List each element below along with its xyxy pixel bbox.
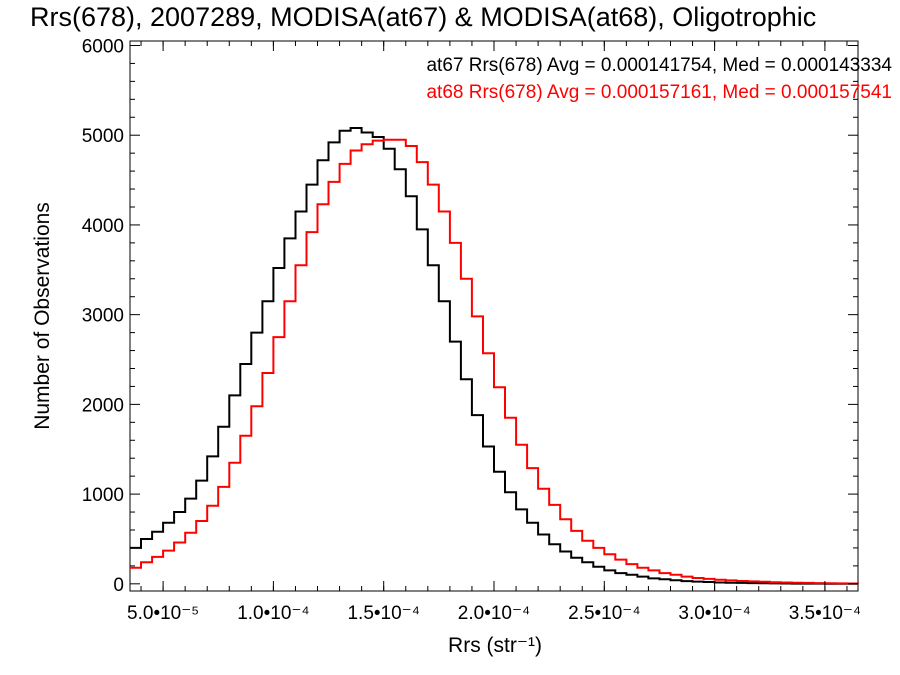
x-tick-label: 3.5•10⁻⁴ <box>789 603 861 624</box>
x-axis-label: Rrs (str⁻¹) <box>448 634 542 657</box>
y-tick-label: 2000 <box>82 395 124 416</box>
legend: at67 Rrs(678) Avg = 0.000141754, Med = 0… <box>426 55 892 103</box>
x-tick-label: 3.0•10⁻⁴ <box>678 603 750 624</box>
series-layer <box>130 127 859 585</box>
series-line-at68 <box>130 138 859 585</box>
legend-entry-at67: at67 Rrs(678) Avg = 0.000141754, Med = 0… <box>426 55 892 76</box>
y-tick-label: 1000 <box>82 485 124 506</box>
y-tick-label: 4000 <box>82 216 124 237</box>
x-tick-label: 2.0•10⁻⁴ <box>458 603 530 624</box>
y-tick-label: 6000 <box>82 36 124 57</box>
y-axis-label: Number of Observations <box>31 202 54 430</box>
series-line-at67 <box>130 127 858 585</box>
plot-area <box>129 40 859 592</box>
x-tick-label: 1.5•10⁻⁴ <box>347 603 419 624</box>
legend-entry-at68: at68 Rrs(678) Avg = 0.000157161, Med = 0… <box>426 82 892 103</box>
x-tick-label: 1.0•10⁻⁴ <box>237 603 309 624</box>
x-tick-label: 5.0•10⁻⁵ <box>127 603 199 624</box>
chart-title: Rrs(678), 2007289, MODISA(at67) & MODISA… <box>30 2 816 32</box>
y-tick-label: 5000 <box>82 126 124 147</box>
axes-layer: 5.0•10⁻⁵ 1.0•10⁻⁴ 1.5•10⁻⁴ 2.0•10⁻⁴ 2.5•10⁻⁴… <box>82 36 861 624</box>
y-tick-label: 3000 <box>82 306 124 327</box>
y-tick-label: 0 <box>113 575 124 596</box>
plot-frame <box>129 40 859 592</box>
x-tick-label: 2.5•10⁻⁴ <box>568 603 640 624</box>
